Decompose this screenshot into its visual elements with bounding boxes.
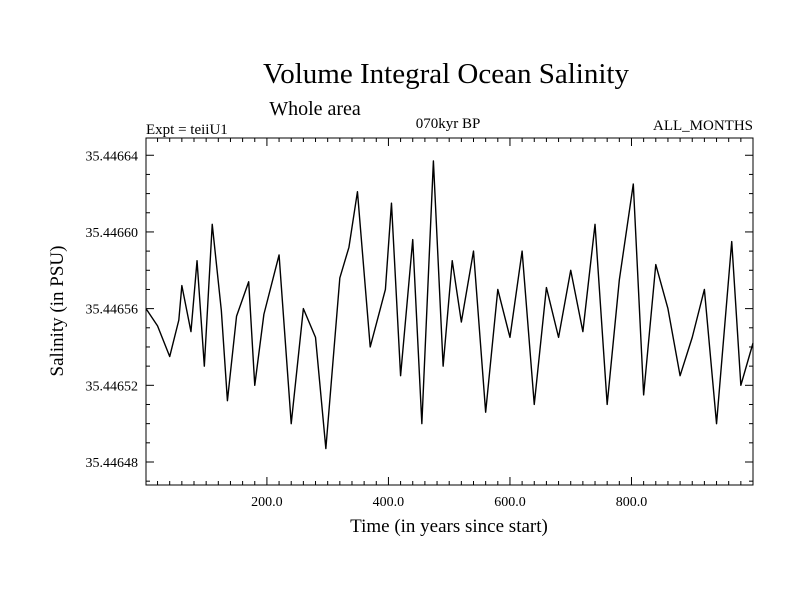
y-tick-label: 35.44660 [86,226,139,241]
chart-title: Volume Integral Ocean Salinity [263,58,629,90]
salinity-series-line [145,160,754,450]
period-label: 070kyr BP [416,116,481,132]
chart-subtitle: Whole area [269,98,361,120]
months-label: ALL_MONTHS [653,118,753,134]
y-tick-label: 35.44648 [86,456,139,471]
experiment-label: Expt = teiiU1 [146,122,228,138]
y-tick-label: 35.44656 [86,303,139,318]
x-tick-label: 200.0 [251,495,283,510]
y-axis-label: Salinity (in PSU) [47,246,68,377]
plot-area: 200.0 400.0 600.0 800.0 35.4464835.4465235.… [86,137,754,510]
y-axis-ticks: 35.44648 35.44652 35.44656 35.44660 35.44664 [86,149,753,482]
x-axis-ticks: 200.0 400.0 600.0 800.0 [157,138,742,510]
y-tick-label: 35.44652 [86,379,139,394]
x-tick-label: 600.0 [494,495,526,510]
x-tick-label: 400.0 [373,495,405,510]
y-tick-label: 35.44664 [86,149,139,164]
x-axis-label: Time (in years since start) [350,516,548,537]
x-tick-label: 800.0 [616,495,648,510]
plot-frame [145,137,754,486]
